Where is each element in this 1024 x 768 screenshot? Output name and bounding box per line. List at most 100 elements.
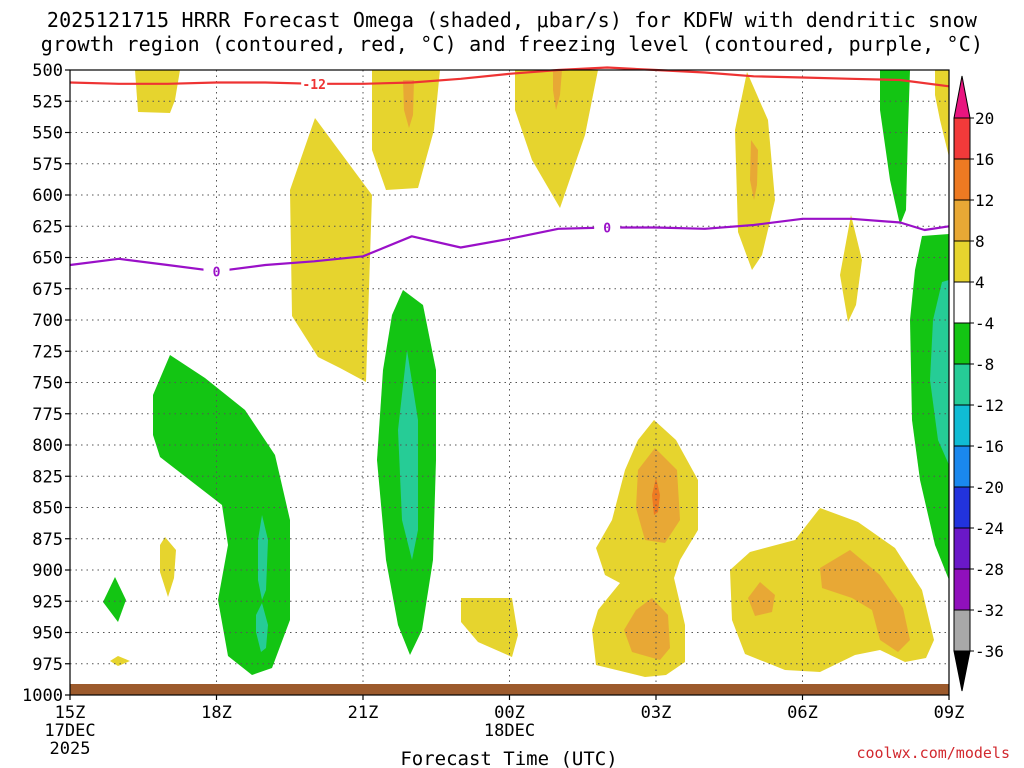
y-tick-label: 500	[32, 61, 63, 81]
dgz-contour	[69, 66, 950, 88]
omega-patch	[840, 215, 862, 322]
y-axis: 500 525 550 575 600 625 650 675 700 725 750 775 800 8…	[22, 61, 70, 706]
y-tick-label: 575	[32, 155, 63, 175]
y-tick-label: 725	[32, 342, 63, 362]
y-tick-label: 850	[32, 499, 63, 519]
omega-patch	[290, 118, 372, 382]
x-tick-date: 18DEC	[484, 721, 535, 741]
omega-patch	[256, 603, 268, 652]
omega-patch	[930, 280, 949, 465]
colorbar-label: 16	[975, 150, 994, 169]
x-tick-label: 09Z	[934, 703, 965, 723]
y-tick-label: 825	[32, 467, 63, 487]
omega-patch	[820, 550, 910, 652]
omega-patch	[372, 70, 440, 190]
colorbar-label: -4	[975, 314, 994, 333]
y-tick-label: 600	[32, 186, 63, 206]
y-tick-label: 750	[32, 374, 63, 394]
colorbar-swatch	[953, 240, 971, 283]
omega-patch	[935, 70, 949, 157]
freezing-level-contour-label: 0	[213, 265, 221, 280]
x-tick-label: 15Z	[55, 703, 86, 723]
colorbar-swatch	[953, 158, 971, 201]
x-tick-label: 00Z	[494, 703, 525, 723]
omega-patch	[135, 70, 180, 113]
omega-patch	[153, 355, 290, 675]
omega-patch	[515, 70, 598, 208]
colorbar-swatch	[953, 322, 971, 365]
chart-title-line-2: growth region (contoured, red, °C) and f…	[40, 32, 984, 56]
colorbar-top-arrow	[953, 75, 971, 119]
omega-patch	[652, 478, 660, 515]
x-axis-label: Forecast Time (UTC)	[400, 748, 617, 768]
colorbar-swatch	[953, 199, 971, 242]
x-tick-label: 21Z	[348, 703, 379, 723]
omega-patch	[624, 598, 670, 660]
chart-title-line-1: 2025121715 HRRR Forecast Omega (shaded, …	[46, 8, 978, 32]
colorbar-swatch	[953, 404, 971, 447]
y-tick-label: 700	[32, 311, 63, 331]
colorbar-swatch	[953, 281, 971, 324]
x-tick-label: 06Z	[787, 703, 818, 723]
chart-title: 2025121715 HRRR Forecast Omega (shaded, …	[0, 8, 1024, 56]
omega-patch	[553, 70, 562, 110]
colorbar-label: 8	[975, 232, 985, 251]
contours: -12 0 0	[69, 66, 950, 280]
colorbar-bottom-arrow	[953, 650, 971, 692]
freezing-level-contour-label-bg	[203, 263, 230, 280]
omega-patch	[880, 70, 910, 225]
omega-patch	[403, 80, 414, 128]
omega-patch	[103, 577, 126, 622]
colorbar-label: -36	[975, 642, 1004, 661]
x-tick-label: 03Z	[641, 703, 672, 723]
y-tick-label: 875	[32, 530, 63, 550]
colorbar-label: 20	[975, 109, 994, 128]
colorbar-swatch	[953, 117, 971, 160]
y-tick-label: 775	[32, 405, 63, 425]
colorbar-swatch	[953, 363, 971, 406]
freezing-level-contour-label: 0	[603, 222, 611, 237]
colorbar: 20 16 12 8 4 -4 -8 -12 -16 -20 -24 -28 -32 -36	[953, 75, 1004, 692]
y-tick-label: 525	[32, 92, 63, 112]
y-tick-label: 1000	[22, 686, 63, 706]
colorbar-swatch	[953, 445, 971, 488]
colorbar-label: 12	[975, 191, 994, 210]
y-tick-label: 650	[32, 249, 63, 269]
y-tick-label: 675	[32, 280, 63, 300]
y-tick-label: 800	[32, 436, 63, 456]
colorbar-label: -28	[975, 560, 1004, 579]
y-tick-label: 975	[32, 655, 63, 675]
credit-link[interactable]: coolwx.com/models	[856, 744, 1010, 762]
omega-patch	[160, 537, 176, 597]
colorbar-label: -16	[975, 437, 1004, 456]
colorbar-label: -24	[975, 519, 1004, 538]
colorbar-swatch	[953, 486, 971, 529]
terrain-strip	[70, 684, 949, 695]
x-tick-date: 17DEC	[44, 721, 95, 741]
y-tick-label: 950	[32, 624, 63, 644]
dgz-contour-label-bg	[301, 75, 328, 92]
colorbar-swatch	[953, 568, 971, 611]
colorbar-label: -8	[975, 355, 994, 374]
omega-shading	[103, 70, 949, 677]
omega-patch	[258, 515, 268, 600]
x-tick-label: 18Z	[201, 703, 232, 723]
y-tick-label: 625	[32, 217, 63, 237]
omega-patch	[110, 656, 130, 666]
y-tick-label: 550	[32, 124, 63, 144]
dgz-contour-label: -12	[302, 78, 325, 93]
omega-patch	[398, 350, 418, 560]
omega-patch	[750, 140, 758, 200]
omega-patch	[461, 598, 518, 657]
colorbar-label: 4	[975, 273, 985, 292]
colorbar-label: -32	[975, 601, 1004, 620]
grid	[70, 70, 949, 695]
x-tick-year: 2025	[50, 739, 91, 759]
colorbar-label: -20	[975, 478, 1004, 497]
y-tick-label: 925	[32, 592, 63, 612]
freezing-level-contour-label-bg	[594, 219, 621, 236]
colorbar-label: -12	[975, 396, 1004, 415]
colorbar-swatch	[953, 609, 971, 652]
